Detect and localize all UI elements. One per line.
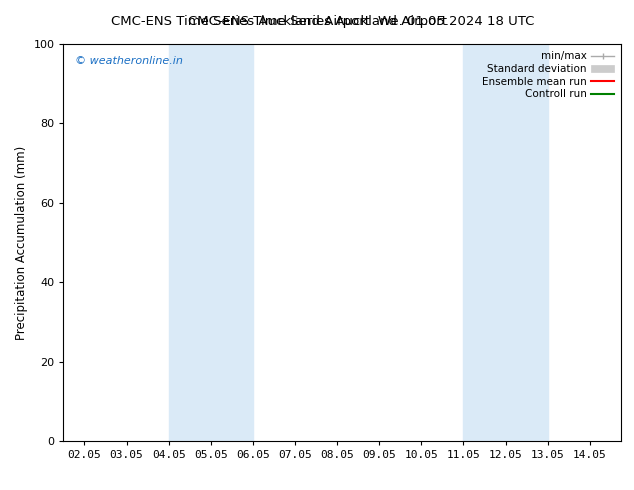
Text: © weatheronline.in: © weatheronline.in [75,56,183,66]
Y-axis label: Precipitation Accumulation (mm): Precipitation Accumulation (mm) [15,146,28,340]
Bar [169,44,253,441]
Text: CMC-ENS Time Series Auckland Airport: CMC-ENS Time Series Auckland Airport [112,15,370,28]
Legend: min/max, Standard deviation, Ensemble mean run, Controll run: min/max, Standard deviation, Ensemble me… [480,49,616,101]
Text: CMC-ENS Time Series Auckland Airport: CMC-ENS Time Series Auckland Airport [188,15,446,28]
Bar [463,44,548,441]
Text: We. 01.05.2024 18 UTC: We. 01.05.2024 18 UTC [378,15,534,28]
